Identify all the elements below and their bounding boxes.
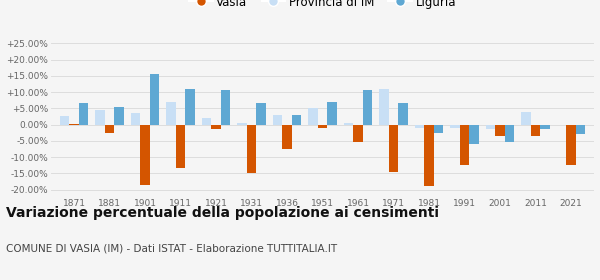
Text: Variazione percentuale della popolazione ai censimenti: Variazione percentuale della popolazione… — [6, 206, 439, 220]
Bar — [344, 123, 353, 125]
Bar — [131, 113, 140, 125]
Bar — [69, 123, 79, 125]
Bar — [272, 115, 282, 125]
Bar — [237, 123, 247, 125]
Bar — [398, 103, 408, 125]
Bar — [115, 107, 124, 125]
Bar — [318, 125, 327, 128]
Bar — [469, 125, 479, 144]
Bar — [389, 125, 398, 172]
Bar — [202, 118, 211, 125]
Bar — [495, 125, 505, 136]
Bar — [59, 116, 69, 125]
Bar — [327, 102, 337, 125]
Text: COMUNE DI VASIA (IM) - Dati ISTAT - Elaborazione TUTTITALIA.IT: COMUNE DI VASIA (IM) - Dati ISTAT - Elab… — [6, 244, 337, 254]
Bar — [292, 115, 301, 125]
Bar — [221, 90, 230, 125]
Bar — [256, 103, 266, 125]
Bar — [363, 90, 373, 125]
Bar — [379, 89, 389, 125]
Bar — [247, 125, 256, 173]
Bar — [282, 125, 292, 149]
Bar — [95, 110, 105, 125]
Bar — [460, 125, 469, 165]
Bar — [140, 125, 150, 185]
Bar — [79, 103, 88, 125]
Legend: Vasia, Provincia di IM, Liguria: Vasia, Provincia di IM, Liguria — [184, 0, 461, 13]
Bar — [530, 125, 540, 136]
Bar — [424, 125, 434, 186]
Bar — [415, 125, 424, 128]
Bar — [308, 108, 318, 125]
Bar — [485, 125, 495, 129]
Bar — [540, 125, 550, 129]
Bar — [353, 125, 363, 143]
Bar — [434, 125, 443, 133]
Bar — [166, 102, 176, 125]
Bar — [105, 125, 115, 133]
Bar — [566, 125, 576, 165]
Bar — [505, 125, 514, 143]
Bar — [176, 125, 185, 168]
Bar — [211, 125, 221, 129]
Bar — [576, 125, 586, 134]
Bar — [185, 89, 195, 125]
Bar — [521, 111, 530, 125]
Bar — [450, 125, 460, 128]
Bar — [150, 74, 160, 125]
